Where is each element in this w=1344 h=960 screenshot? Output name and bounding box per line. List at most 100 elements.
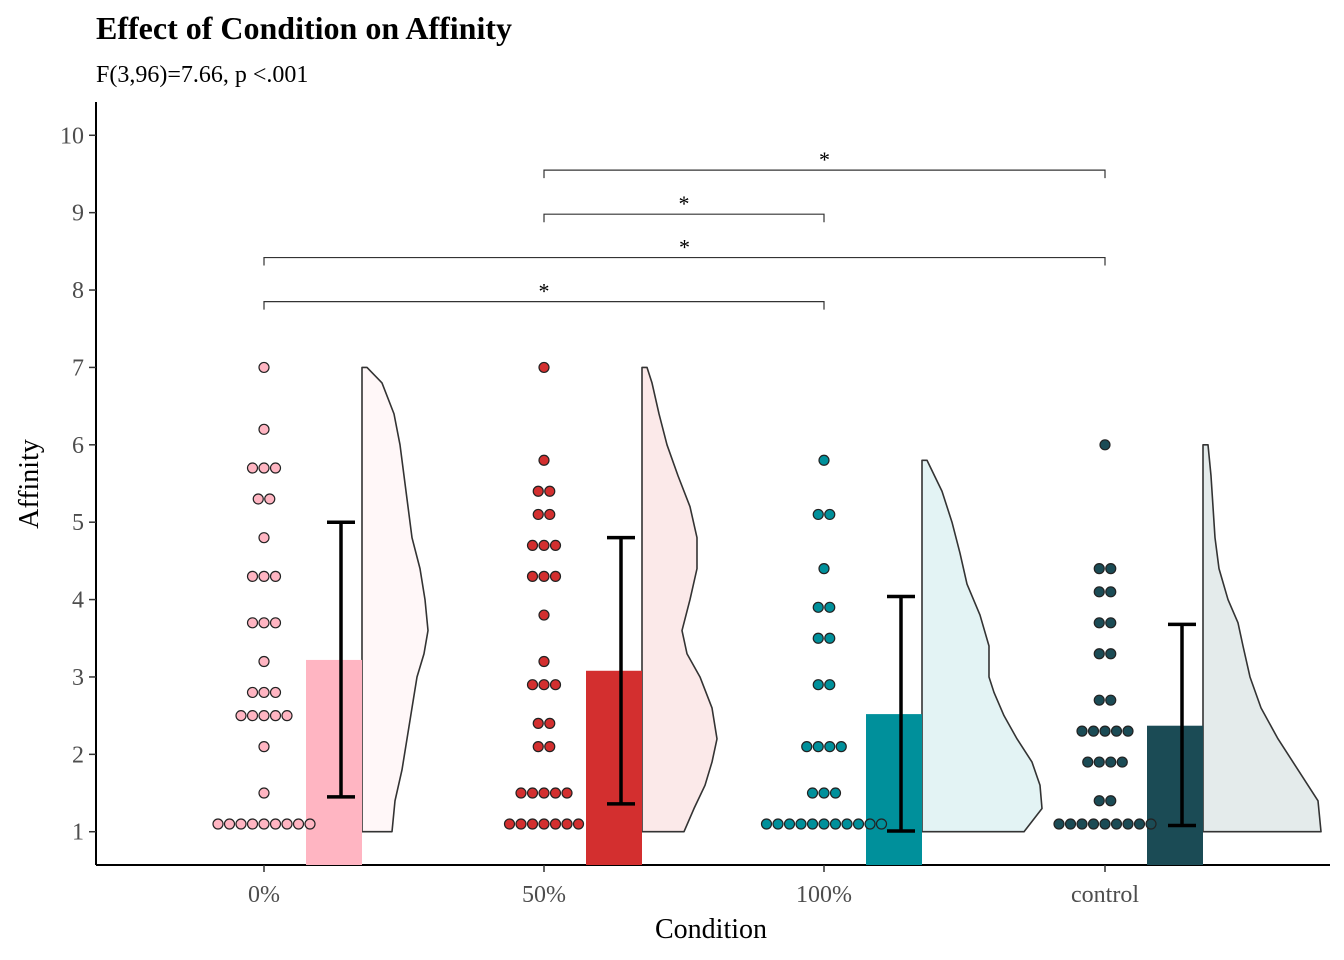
data-point	[269, 462, 282, 474]
data-point	[532, 508, 544, 521]
data-point	[1105, 756, 1117, 768]
data-point	[1099, 439, 1111, 451]
x-tick-label: control	[1071, 882, 1139, 908]
x-tick-label: 50%	[522, 882, 566, 908]
data-point	[258, 532, 270, 544]
chart-title: Effect of Condition on Affinity	[96, 10, 512, 46]
data-point	[304, 818, 316, 830]
data-point	[806, 787, 819, 799]
data-point	[864, 818, 876, 830]
data-point	[824, 508, 836, 521]
data-point	[223, 818, 236, 830]
data-point	[760, 818, 773, 830]
data-point	[538, 609, 550, 621]
bar-mean	[586, 670, 642, 865]
data-point	[1105, 563, 1117, 575]
data-point	[1076, 818, 1088, 830]
data-point	[532, 741, 544, 753]
data-point	[1122, 818, 1134, 830]
data-point	[812, 632, 824, 644]
x-tick-label: 100%	[796, 882, 852, 908]
violin-0pct	[361, 366, 429, 833]
data-point	[1053, 818, 1065, 830]
data-point	[544, 508, 556, 521]
data-point	[269, 570, 282, 582]
significance-bracket	[263, 256, 1106, 266]
data-point	[824, 601, 836, 613]
data-point	[1099, 725, 1111, 737]
data-point	[549, 818, 562, 830]
data-point	[258, 361, 270, 374]
significance-star: *	[539, 279, 550, 304]
data-point	[1093, 617, 1105, 629]
data-point	[549, 570, 562, 582]
data-point	[538, 818, 550, 830]
data-point	[246, 686, 259, 699]
significance-bracket	[263, 301, 825, 310]
significance-bracket	[543, 213, 825, 223]
data-point	[1105, 586, 1117, 598]
data-point	[824, 632, 836, 644]
data-point	[772, 818, 784, 830]
data-point	[1122, 725, 1134, 737]
data-point	[549, 787, 562, 799]
data-point	[824, 741, 836, 753]
data-point	[526, 787, 539, 799]
y-tick-label: 1	[72, 820, 84, 846]
data-point	[1093, 694, 1105, 706]
data-point	[258, 686, 270, 699]
data-point	[532, 717, 544, 729]
data-point	[1064, 818, 1077, 830]
data-point	[818, 818, 830, 830]
data-point	[269, 617, 282, 629]
data-point	[515, 818, 527, 830]
data-point	[538, 539, 550, 552]
data-point	[538, 361, 550, 374]
data-point	[281, 710, 293, 722]
significance-star: *	[679, 191, 690, 216]
data-point	[1087, 725, 1100, 737]
data-point	[258, 741, 270, 753]
data-point	[269, 710, 282, 722]
data-point	[795, 818, 807, 830]
data-point	[503, 818, 516, 830]
significance-bracket	[543, 169, 1106, 179]
data-point	[1093, 563, 1105, 575]
y-tick-label: 8	[72, 278, 84, 304]
significance-star: *	[819, 147, 830, 172]
x-tick-label: 0%	[248, 882, 280, 908]
data-point	[1093, 756, 1105, 768]
y-tick-label: 7	[72, 355, 84, 381]
data-point	[264, 493, 276, 505]
data-point	[526, 539, 539, 552]
data-point	[1087, 818, 1100, 830]
data-point	[824, 679, 836, 691]
violin-50pct	[641, 366, 718, 833]
violin-100pct	[921, 459, 1043, 833]
data-point	[1105, 694, 1117, 706]
data-point	[852, 818, 865, 830]
data-point	[269, 686, 282, 699]
data-point	[561, 818, 573, 830]
data-point	[1110, 818, 1123, 830]
data-point	[818, 454, 830, 466]
data-point	[1116, 756, 1128, 768]
data-point	[572, 818, 585, 830]
data-point	[829, 787, 842, 799]
data-point	[538, 655, 550, 668]
data-point	[1093, 648, 1105, 660]
data-point	[1105, 648, 1117, 660]
data-point	[1133, 818, 1146, 830]
data-point	[544, 741, 556, 753]
data-point	[561, 787, 573, 799]
data-point	[246, 462, 259, 474]
bar-mean	[306, 659, 362, 865]
data-point	[258, 570, 270, 582]
data-point	[258, 423, 270, 435]
data-point	[538, 454, 550, 466]
y-tick-label: 6	[72, 433, 84, 459]
data-point	[544, 717, 556, 729]
violin-control	[1202, 444, 1322, 833]
